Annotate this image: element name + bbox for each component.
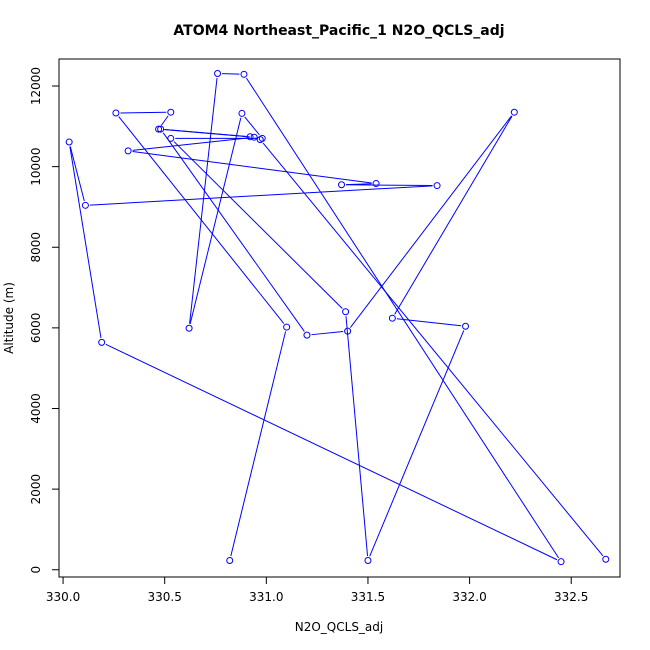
series-segment	[189, 117, 242, 325]
y-tick-label: 6000	[29, 313, 43, 344]
series-segment	[105, 343, 558, 561]
data-point	[433, 182, 441, 190]
x-axis: 330.0 330.5 331.0 331.5 332.0 332.5	[46, 576, 588, 604]
series-segment	[69, 146, 102, 339]
data-point	[240, 70, 248, 78]
x-tick-label: 332.0	[452, 590, 486, 604]
data-point	[283, 323, 291, 331]
series-segment	[162, 132, 305, 332]
y-axis-label: Altitude (m)	[2, 282, 16, 354]
x-axis-label: N2O_QCLS_adj	[295, 620, 384, 634]
data-point	[238, 109, 246, 117]
x-tick-label: 330.0	[46, 590, 80, 604]
y-tick-label: 4000	[29, 393, 43, 424]
data-point	[246, 133, 254, 141]
data-point	[185, 324, 193, 332]
series-segment	[230, 331, 287, 557]
x-tick-label: 332.5	[554, 590, 588, 604]
data-point	[342, 308, 350, 316]
data-point	[226, 556, 234, 564]
data-point	[303, 331, 311, 339]
plot-frame	[58, 58, 621, 578]
x-tick-label: 331.0	[249, 590, 283, 604]
series-segment	[132, 137, 250, 151]
series-segment	[89, 185, 433, 206]
series-segment	[246, 77, 560, 559]
data-point	[462, 322, 470, 330]
series-segment	[69, 146, 85, 202]
series-segment	[345, 316, 369, 557]
data-point	[81, 201, 89, 209]
data-point	[372, 180, 380, 188]
series-segment	[262, 142, 604, 557]
data-point	[167, 134, 175, 142]
data-point	[214, 70, 222, 78]
data-point	[157, 125, 165, 133]
data-series	[65, 70, 610, 566]
data-point	[344, 327, 352, 335]
data-point	[250, 133, 258, 141]
y-axis: 0 2000 4000 6000 8000 10000 12000	[29, 67, 60, 574]
y-tick-label: 0	[29, 566, 43, 574]
data-point	[98, 338, 106, 346]
x-tick-label: 331.5	[351, 590, 385, 604]
series-segment	[120, 111, 167, 114]
data-point	[112, 109, 120, 117]
x-tick-label: 330.5	[148, 590, 182, 604]
data-point	[167, 108, 175, 116]
series-segment	[132, 151, 372, 184]
series-segment	[349, 115, 512, 328]
y-tick-label: 8000	[29, 232, 43, 263]
data-point	[364, 556, 372, 564]
series-segment	[189, 77, 218, 324]
series-segment	[346, 184, 433, 187]
series-segment	[244, 116, 260, 136]
series-segment	[160, 115, 169, 126]
data-point	[65, 138, 73, 146]
data-point	[124, 147, 132, 155]
data-point	[155, 125, 163, 133]
data-point	[256, 136, 264, 144]
data-point	[338, 181, 346, 189]
series-segment	[173, 141, 343, 309]
series-segment	[394, 115, 513, 315]
chart-title: ATOM4 Northeast_Pacific_1 N2O_QCLS_adj	[173, 23, 504, 39]
y-tick-label: 2000	[29, 474, 43, 505]
data-point	[557, 558, 565, 566]
data-point	[388, 314, 396, 322]
data-point	[510, 108, 518, 116]
series-segment	[369, 330, 465, 557]
series-segment	[165, 129, 246, 137]
y-tick-label: 10000	[29, 148, 43, 186]
data-point	[602, 555, 610, 563]
series-segment	[222, 73, 240, 75]
y-tick-label: 12000	[29, 67, 43, 105]
series-segment	[396, 318, 462, 327]
series-segment	[311, 331, 344, 336]
